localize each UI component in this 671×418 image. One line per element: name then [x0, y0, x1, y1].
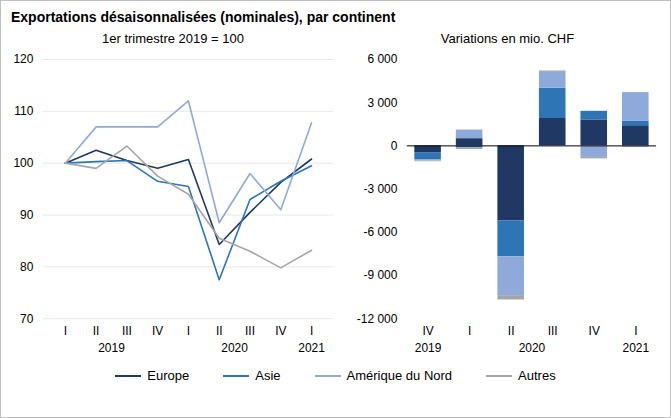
svg-text:90: 90 [20, 208, 34, 222]
svg-text:I: I [310, 324, 313, 338]
html-text:Amérique du Nord: Amérique du Nord [346, 368, 453, 383]
svg-text:2020: 2020 [221, 341, 248, 355]
svg-text:2021: 2021 [298, 341, 325, 355]
svg-text:3 000: 3 000 [367, 96, 397, 110]
svg-text:IV: IV [422, 324, 433, 338]
html-text:Asie: Asie [255, 368, 281, 383]
svg-text:II: II [508, 324, 515, 338]
svg-text:2021: 2021 [622, 341, 649, 355]
html-text:Autres: Autres [518, 368, 556, 383]
svg-text:80: 80 [20, 260, 34, 274]
svg-text:IV: IV [589, 324, 600, 338]
svg-text:IV: IV [275, 324, 286, 338]
svg-text:IV: IV [152, 324, 163, 338]
svg-text:2020: 2020 [519, 341, 546, 355]
svg-text:100: 100 [13, 156, 33, 170]
svg-text:III: III [122, 324, 132, 338]
svg-text:-9 000: -9 000 [363, 268, 397, 282]
svg-text:III: III [548, 324, 558, 338]
html-text:1er trimestre 2019 = 100: 1er trimestre 2019 = 100 [102, 31, 244, 46]
svg-text:120: 120 [13, 52, 33, 66]
svg-text:2019: 2019 [98, 341, 125, 355]
svg-text:II: II [216, 324, 223, 338]
html-text:Variations en mio. CHF: Variations en mio. CHF [440, 31, 575, 46]
html-text:Europe: Europe [147, 368, 190, 383]
svg-text:I: I [187, 324, 190, 338]
svg-text:2019: 2019 [415, 341, 442, 355]
svg-text:I: I [64, 324, 67, 338]
svg-text:6 000: 6 000 [367, 52, 397, 66]
html-text:Exportations désaisonnalisées: Exportations désaisonnalisées (nominales… [11, 9, 396, 25]
svg-text:-3 000: -3 000 [363, 182, 397, 196]
svg-text:I: I [468, 324, 471, 338]
svg-text:-6 000: -6 000 [363, 225, 397, 239]
svg-text:110: 110 [14, 104, 33, 118]
svg-text:-12 000: -12 000 [357, 312, 398, 326]
svg-text:0: 0 [391, 139, 398, 153]
svg-text:II: II [93, 324, 100, 338]
svg-text:70: 70 [20, 312, 34, 326]
svg-text:I: I [634, 324, 637, 338]
svg-text:III: III [245, 324, 255, 338]
